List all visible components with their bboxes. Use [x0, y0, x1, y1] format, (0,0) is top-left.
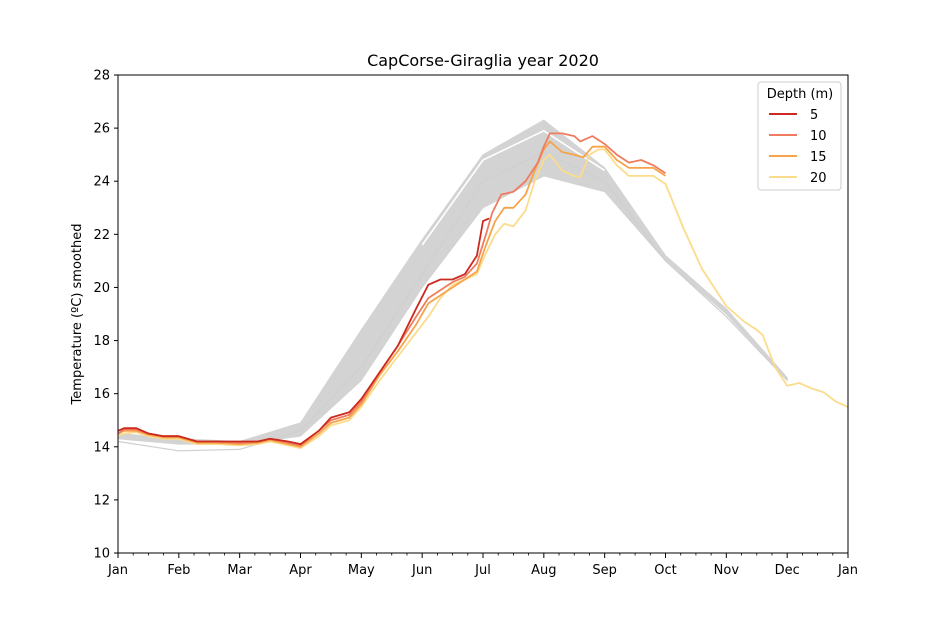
legend-label-15: 15	[810, 150, 827, 165]
legend-entries: 5 10 15 20	[769, 108, 827, 186]
legend-label-20: 20	[810, 171, 827, 186]
y-tick-label: 20	[93, 281, 110, 296]
y-tick-label: 26	[93, 122, 110, 137]
series-line-15	[117, 140, 666, 448]
y-tick-label: 22	[93, 228, 110, 243]
legend-title: Depth (m)	[767, 87, 834, 102]
x-tick-label: Sep	[592, 563, 617, 578]
x-tick-label: Dec	[775, 563, 800, 578]
legend-label-10: 10	[810, 129, 827, 144]
x-tick-label: Oct	[654, 563, 676, 578]
series-line-5	[117, 217, 490, 445]
climatology-line	[117, 151, 788, 452]
chart-title: CapCorse-Giraglia year 2020	[367, 51, 599, 70]
legend-box	[757, 81, 842, 191]
y-axis-title: Temperature (ºC) smoothed	[70, 224, 85, 406]
y-tick-label: 24	[93, 175, 110, 190]
climatology-line	[421, 129, 606, 246]
y-tick-label: 18	[93, 334, 110, 349]
x-tick-label: Jun	[411, 563, 432, 578]
x-tick-label: Jul	[474, 563, 491, 578]
legend-label-5: 5	[810, 108, 818, 123]
y-tick-label: 14	[93, 440, 110, 455]
series-line-20	[117, 148, 849, 449]
y-tick-label: 16	[93, 387, 110, 402]
x-tick-label: Jan	[107, 563, 128, 578]
legend: Depth (m) 5 10 15 20	[757, 81, 842, 191]
x-tick-label: Nov	[714, 563, 740, 578]
x-tick-label: May	[348, 563, 375, 578]
x-tick-label: Aug	[531, 563, 556, 578]
y-tick-label: 12	[93, 493, 110, 508]
y-tick-label: 28	[93, 69, 110, 84]
x-tick-label: Mar	[227, 563, 252, 578]
x-tick-label: Jan	[837, 563, 858, 578]
y-tick-label: 10	[93, 547, 110, 562]
x-tick-label: Apr	[289, 563, 312, 578]
x-axis: Jan Feb Mar Apr May Jun Jul Aug Sep Oct Nov Dec Jan	[107, 553, 858, 578]
x-tick-label: Feb	[167, 563, 190, 578]
plot-area	[117, 119, 849, 452]
plot-frame	[117, 74, 849, 554]
y-axis: 10 12 14 16 18 20 22 24 26 28	[93, 69, 118, 562]
